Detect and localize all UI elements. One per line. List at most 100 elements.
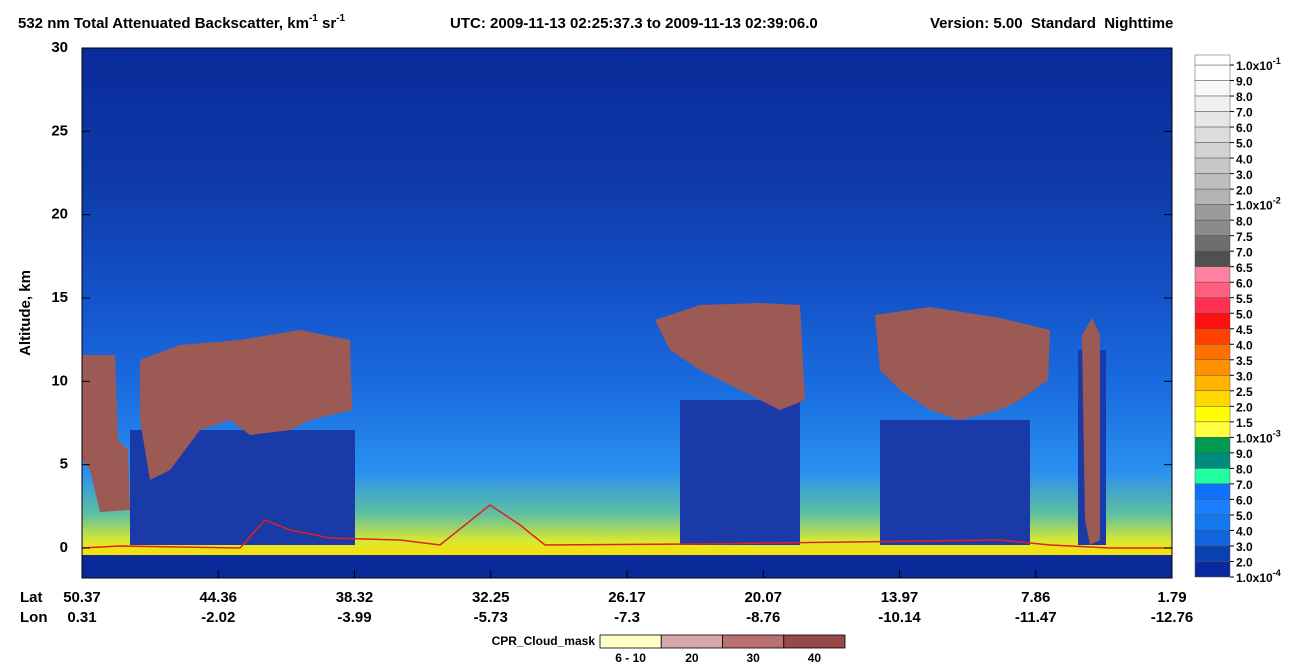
title-quantity: 532 nm Total Attenuated Backscatter, km [18, 15, 309, 32]
x-tick-label: -11.47 [1015, 609, 1057, 626]
colorbar-swatch [1194, 344, 1231, 361]
colorbar-label: 9.0 [1236, 75, 1253, 89]
x-tick-label: 13.97 [881, 589, 919, 606]
colorbar-label: 6.0 [1236, 276, 1253, 290]
colorbar-label: 5.0 [1236, 509, 1253, 523]
colorbar-swatch [1194, 499, 1231, 516]
colorbar-label: 7.0 [1236, 106, 1253, 120]
colorbar-label: 2.0 [1236, 183, 1253, 197]
x-tick-label: 50.37 [63, 589, 101, 606]
colorbar-swatch [1194, 421, 1231, 438]
colorbar-swatch [1194, 406, 1231, 423]
colorbar-swatch [1194, 375, 1231, 392]
colorbar-label: 4.5 [1236, 323, 1253, 337]
x-tick-label: -10.14 [878, 609, 921, 626]
x-tick-label: 26.17 [608, 589, 646, 606]
colorbar-label: 9.0 [1236, 447, 1253, 461]
legend-swatch [660, 634, 723, 649]
colorbar-label-base: 1.0x10 [1236, 59, 1273, 73]
colorbar-label: 6.5 [1236, 261, 1253, 275]
colorbar-swatch [1194, 95, 1231, 112]
colorbar-label: 3.0 [1236, 369, 1253, 383]
colorbar-swatch [1194, 312, 1231, 330]
x-tick-label: 1.79 [1157, 589, 1186, 606]
colorbar-swatch [1194, 250, 1231, 267]
colorbar-label: 3.0 [1236, 168, 1253, 182]
legend-label: 20 [685, 651, 699, 665]
colorbar-swatch [1194, 328, 1231, 345]
y-tick-label: 5 [60, 456, 68, 473]
colorbar-swatch [1194, 126, 1231, 143]
colorbar-swatch [1194, 514, 1231, 531]
colorbar-label: 4.0 [1236, 152, 1253, 166]
colorbar-swatch [1194, 54, 1231, 66]
colorbar-label: 1.0x10-4 [1236, 568, 1281, 585]
title-sup: -1 [336, 13, 345, 24]
x-tick-label: 0.31 [67, 609, 96, 626]
colorbar-swatch [1194, 80, 1231, 97]
title-version: Version: 5.00 Standard Nighttime [930, 15, 1173, 32]
colorbar-label-base: 1.0x10 [1236, 199, 1273, 213]
colorbar-swatch [1194, 142, 1231, 159]
colorbar-swatch [1194, 188, 1231, 205]
colorbar-label: 5.0 [1236, 307, 1253, 321]
x-tick-label: -5.73 [474, 609, 508, 626]
legend-label: 30 [746, 651, 760, 665]
colorbar-label: 3.0 [1236, 540, 1253, 554]
colorbar-label: 3.5 [1236, 354, 1253, 368]
colorbar-swatch [1194, 157, 1231, 174]
x-tick-label: -8.76 [746, 609, 780, 626]
colorbar-label: 1.0x10-1 [1236, 56, 1281, 73]
legend-swatch [599, 634, 662, 649]
colorbar-swatch [1194, 561, 1231, 578]
title-unit: sr [318, 15, 337, 32]
colorbar-swatch [1194, 281, 1231, 298]
colorbar-swatch [1194, 204, 1231, 221]
curtain-image [81, 48, 1172, 578]
x-tick-label: 38.32 [336, 589, 374, 606]
colorbar-label: 4.0 [1236, 338, 1253, 352]
colorbar-swatch [1194, 468, 1231, 485]
colorbar-swatch [1194, 297, 1231, 314]
y-tick-label: 15 [51, 289, 68, 306]
colorbar-label: 1.0x10-3 [1236, 429, 1281, 446]
colorbar-swatch [1194, 437, 1231, 454]
colorbar-label: 6.0 [1236, 494, 1253, 508]
x-tick-label: -12.76 [1151, 609, 1194, 626]
y-tick-label: 10 [51, 372, 68, 389]
colorbar-label: 5.5 [1236, 292, 1253, 306]
y-tick-label: 20 [51, 206, 68, 223]
colorbar-swatch [1194, 111, 1231, 128]
chart-title: 532 nm Total Attenuated Backscatter, km-… [18, 13, 346, 32]
surface-line [81, 504, 1172, 549]
x-tick-label: -2.02 [201, 609, 235, 626]
colorbar-swatch [1194, 390, 1231, 407]
colorbar-swatch [1194, 545, 1231, 562]
colorbar-label: 7.5 [1236, 230, 1253, 244]
legend-label: 40 [808, 651, 822, 665]
colorbar-swatch [1194, 173, 1231, 190]
colorbar-swatch [1194, 483, 1231, 500]
y-axis-title: Altitude, km [17, 270, 34, 356]
colorbar-swatch [1194, 266, 1231, 283]
legend-title: CPR_Cloud_mask [492, 634, 596, 648]
x-tick-label: -3.99 [337, 609, 371, 626]
x-tick-label: 32.25 [472, 589, 510, 606]
x-tick-label: 7.86 [1021, 589, 1050, 606]
title-sup: -1 [309, 13, 318, 24]
colorbar-label-exp: -4 [1273, 568, 1281, 578]
colorbar-label-exp: -1 [1273, 56, 1281, 66]
x-row-label: Lon [20, 609, 48, 626]
colorbar-label: 1.0x10-2 [1236, 196, 1281, 213]
colorbar-label-base: 1.0x10 [1236, 571, 1273, 585]
colorbar-label: 5.0 [1236, 137, 1253, 151]
colorbar-label: 4.0 [1236, 525, 1253, 539]
colorbar-swatch [1194, 452, 1231, 469]
legend-swatch [722, 634, 785, 649]
title-utc: UTC: 2009-11-13 02:25:37.3 to 2009-11-13… [450, 15, 818, 32]
x-tick-label: 20.07 [744, 589, 782, 606]
y-tick-label: 30 [51, 39, 68, 56]
colorbar-label: 2.0 [1236, 556, 1253, 570]
colorbar-swatch [1194, 235, 1231, 252]
